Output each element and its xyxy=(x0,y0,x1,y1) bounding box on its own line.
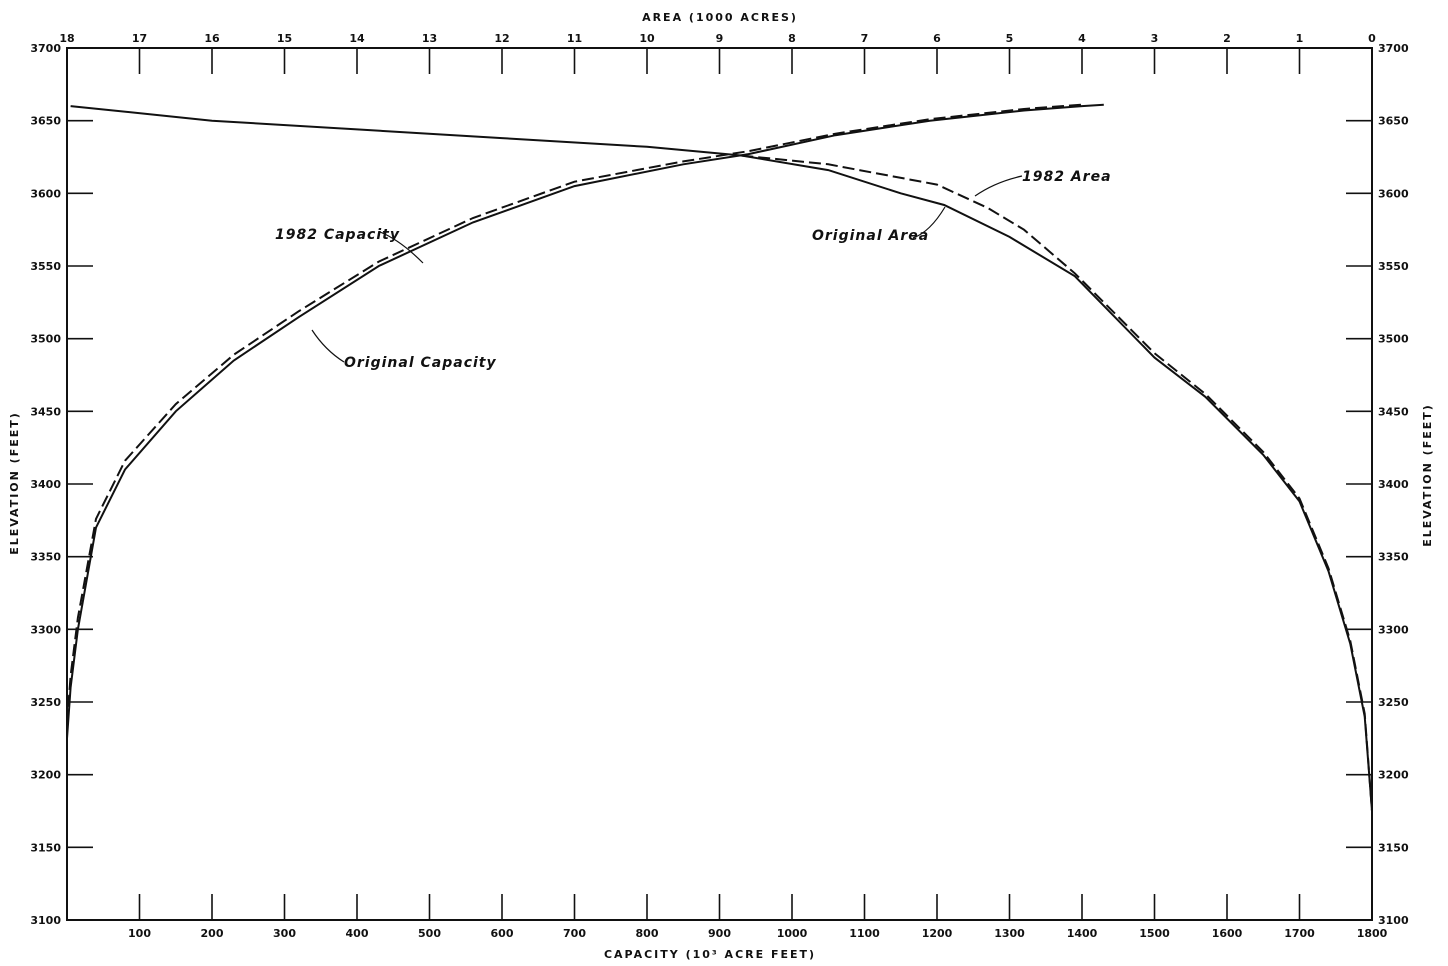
right-tick-label: 3100 xyxy=(1378,914,1409,927)
left-tick-label: 3400 xyxy=(30,478,61,491)
right-tick-label: 3550 xyxy=(1378,260,1409,273)
top-tick-label: 5 xyxy=(1006,32,1014,45)
top-tick-label: 8 xyxy=(788,32,796,45)
left-tick-label: 3250 xyxy=(30,696,61,709)
top-tick-label: 1 xyxy=(1296,32,1304,45)
bottom-tick-label: 100 xyxy=(128,927,151,940)
top-tick-label: 6 xyxy=(933,32,941,45)
right-axis-ticks: 3100 3150 3200 3250 3300 3350 3400 3450 3500 3550… xyxy=(1346,42,1409,927)
top-tick-label: 17 xyxy=(132,32,147,45)
left-tick-label: 3350 xyxy=(30,551,61,564)
top-tick-label: 13 xyxy=(422,32,437,45)
bottom-tick-label: 1000 xyxy=(777,927,808,940)
1982-capacity-line xyxy=(66,103,1083,724)
right-tick-label: 3600 xyxy=(1378,187,1409,200)
bottom-tick-label: 500 xyxy=(418,927,441,940)
left-tick-label: 3500 xyxy=(30,333,61,346)
left-tick-label: 3150 xyxy=(30,841,61,854)
left-axis-title: ELEVATION (FEET) xyxy=(8,411,21,555)
top-tick-label: 3 xyxy=(1151,32,1159,45)
top-axis-ticks: 18 17 16 15 14 13 12 11 10 9 8 7 6 5 4 3 2 1 0 xyxy=(59,32,1376,74)
curve-annotations: 1982 Area Original Area 1982 Capacity Origi… xyxy=(275,169,1112,371)
top-axis-title: AREA (1000 ACRES) xyxy=(642,11,798,24)
right-tick-label: 3150 xyxy=(1378,841,1409,854)
bottom-tick-label: 1100 xyxy=(849,927,880,940)
bottom-tick-label: 800 xyxy=(636,927,659,940)
right-tick-label: 3400 xyxy=(1378,478,1409,491)
bottom-tick-label: 1700 xyxy=(1284,927,1315,940)
1982-area-leader xyxy=(974,175,1023,197)
left-tick-label: 3200 xyxy=(30,769,61,782)
bottom-tick-label: 1500 xyxy=(1139,927,1170,940)
left-tick-label: 3100 xyxy=(30,914,61,927)
left-tick-label: 3600 xyxy=(30,187,61,200)
plot-frame xyxy=(66,47,1373,921)
right-tick-label: 3500 xyxy=(1378,333,1409,346)
original-area-leader xyxy=(912,206,946,239)
bottom-tick-label: 1600 xyxy=(1212,927,1243,940)
top-tick-label: 12 xyxy=(494,32,509,45)
original-capacity-label: Original Capacity xyxy=(344,355,497,371)
right-tick-label: 3450 xyxy=(1378,405,1409,418)
1982-area-line xyxy=(741,154,1373,812)
top-tick-label: 10 xyxy=(639,32,655,45)
bottom-tick-label: 200 xyxy=(201,927,224,940)
left-tick-label: 3700 xyxy=(30,42,61,55)
top-tick-label: 16 xyxy=(204,32,220,45)
right-tick-label: 3700 xyxy=(1378,42,1409,55)
original-capacity-leader xyxy=(311,329,345,363)
right-tick-label: 3350 xyxy=(1378,551,1409,564)
bottom-tick-label: 400 xyxy=(346,927,369,940)
right-tick-label: 3300 xyxy=(1378,623,1409,636)
plot-border xyxy=(66,47,1373,921)
top-tick-label: 0 xyxy=(1368,32,1376,45)
right-tick-label: 3200 xyxy=(1378,769,1409,782)
bottom-tick-label: 300 xyxy=(273,927,296,940)
top-tick-label: 11 xyxy=(567,32,582,45)
left-tick-label: 3550 xyxy=(30,260,61,273)
bottom-tick-label: 1800 xyxy=(1357,927,1388,940)
top-tick-label: 4 xyxy=(1078,32,1086,45)
1982-capacity-label: 1982 Capacity xyxy=(275,227,400,243)
1982-area-label: 1982 Area xyxy=(1022,169,1112,185)
top-tick-label: 14 xyxy=(349,32,365,45)
top-tick-label: 2 xyxy=(1223,32,1231,45)
top-tick-label: 7 xyxy=(861,32,869,45)
left-axis-ticks: 3100 3150 3200 3250 3300 3350 3400 3450 3500 3550… xyxy=(30,42,93,927)
bottom-tick-label: 900 xyxy=(708,927,731,940)
left-tick-label: 3300 xyxy=(30,623,61,636)
top-tick-label: 15 xyxy=(277,32,292,45)
bottom-tick-label: 700 xyxy=(563,927,586,940)
bottom-axis-ticks: 100 200 300 400 500 600 700 800 900 1000 1100 1200 1… xyxy=(128,894,1388,940)
right-tick-label: 3250 xyxy=(1378,696,1409,709)
original-area-line xyxy=(70,105,1373,812)
right-axis-title: ELEVATION (FEET) xyxy=(1421,403,1434,547)
left-tick-label: 3450 xyxy=(30,405,61,418)
left-tick-label: 3650 xyxy=(30,115,61,128)
series-lines xyxy=(66,103,1373,812)
bottom-tick-label: 1200 xyxy=(922,927,953,940)
bottom-tick-label: 1300 xyxy=(994,927,1025,940)
top-tick-label: 18 xyxy=(59,32,74,45)
right-tick-label: 3650 xyxy=(1378,115,1409,128)
bottom-tick-label: 1400 xyxy=(1067,927,1098,940)
bottom-axis-title: CAPACITY (10³ ACRE FEET) xyxy=(604,948,816,961)
bottom-tick-label: 600 xyxy=(491,927,514,940)
1982-capacity-leader xyxy=(379,231,424,264)
top-tick-label: 9 xyxy=(716,32,724,45)
original-area-label: Original Area xyxy=(812,228,929,244)
original-capacity-line xyxy=(66,103,1104,739)
